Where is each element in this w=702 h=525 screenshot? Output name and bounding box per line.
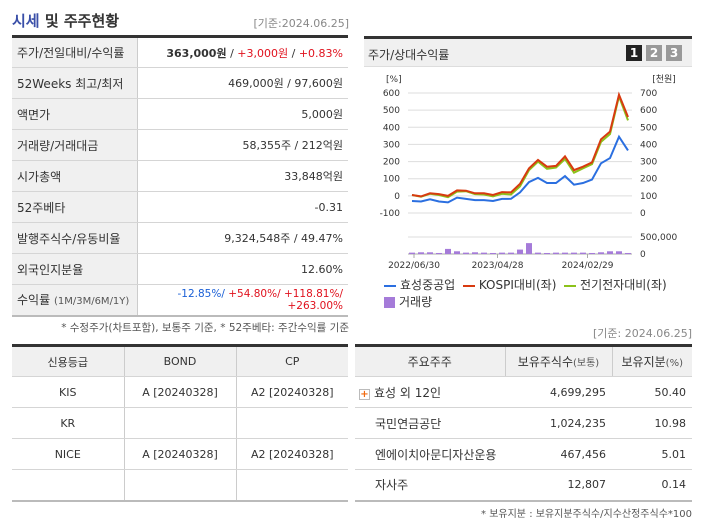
volume-bar [463,252,469,254]
left-tick-label: 300 [383,140,400,150]
page-title: 시세 및 주주현황 [12,12,120,30]
table-row: 엔에이치아문디자산운용 467,456 5.01 [355,438,692,470]
holders-footnote: * 보유지분 : 보유지분주식수/지수산정주식수*100 [481,509,692,520]
major-shareholders-table: 주요주주 보유주식수(보통) 보유지분(%) + 효성 외 12인 4,699,295 5… [355,344,692,502]
table-row: + 효성 외 12인 4,699,295 50.40 [355,376,692,408]
chart-tab-2[interactable]: 2 [646,45,662,61]
right-tick-label: 400 [640,140,657,150]
volume-bar [616,251,622,254]
x-tick-label: 2022/06/30 [388,261,440,271]
chart-tab-1[interactable]: 1 [626,45,642,61]
volume-bar [625,252,631,254]
left-tick-label: 0 [394,192,400,202]
left-tick-label: 500 [383,106,400,116]
volume-bar [571,252,577,254]
price-chart: [%] [천원] 600 700 500 600 400 500 300 400 200 300 100… [380,74,678,271]
left-tick-label: -100 [380,209,401,219]
volume-bar [454,251,460,254]
left-unit-label: [%] [386,75,402,85]
right-tick-label: 100 [640,192,657,202]
legend-item: 전기전자대비(좌) [564,278,667,292]
holders-basis-date: [기준: 2024.06.25] [592,327,692,340]
right-tick-label: 200 [640,175,657,185]
volume-bar [418,252,424,254]
table-row: 시가총액 33,848억원 [12,160,348,192]
volume-bar [508,252,514,254]
table-row: 국민연금공단 1,024,235 10.98 [355,407,692,439]
volume-bar [589,252,595,254]
volume-bar [562,252,568,254]
left-tick-label: 200 [383,158,400,168]
left-tick-label: 100 [383,175,400,185]
volume-bar [472,252,478,254]
legend-item: 거래량 [384,295,432,309]
right-unit-label: [천원] [652,74,676,85]
credit-rating-table: 신용등급 BOND CP KIS A [20240328] A2 [20240328] … [12,344,348,502]
table-row: 액면가 5,000원 [12,98,348,130]
expand-icon[interactable]: + [359,388,370,400]
legend-item: KOSPI대비(좌) [462,278,556,292]
x-tick-label: 2024/02/29 [562,261,614,271]
volume-bar [517,249,523,254]
table-row [12,469,348,502]
x-tick-label: 2023/04/28 [472,261,524,271]
right-tick-label: 600 [640,106,657,116]
table-row: 발행주식수/유동비율 9,324,548주 / 49.47% [12,222,348,254]
table-row: NICE A [20240328] A2 [20240328] [12,438,348,470]
series-line-2 [411,92,629,199]
volume-bar [553,252,559,254]
chart-legend: 효성중공업 KOSPI대비(좌) 전기전자대비(좌) 거래량 [384,276,694,310]
holder-link[interactable]: 효성 외 12인 [374,385,442,400]
right-tick-label: 700 [640,89,657,99]
volume-bar [607,251,613,254]
series-line-0 [411,134,629,204]
volume-bar [580,252,586,254]
price-summary-table: 주가/전일대비/수익률 363,000원 / +3,000원 / +0.83% 5… [12,35,348,317]
table-row: 52Weeks 최고/최저 469,000원 / 97,600원 [12,67,348,99]
left-tick-label: 400 [383,123,400,133]
volume-bar [598,252,604,254]
volume-tick-label: 500,000 [640,233,677,243]
table-row: 자사주 12,807 0.14 [355,469,692,502]
table-row: 외국인지분율 12.60% [12,253,348,285]
volume-bar [499,252,505,254]
right-tick-label: 300 [640,158,657,168]
chart-tab-3[interactable]: 3 [666,45,682,61]
table-row: 수익률 (1M/3M/6M/1Y) -12.85%/ +54.80%/ +118.… [12,284,348,316]
left-tick-label: 600 [383,89,400,99]
table-row: KIS A [20240328] A2 [20240328] [12,376,348,408]
table-row: 주가/전일대비/수익률 363,000원 / +3,000원 / +0.83% [12,36,348,68]
basis-date: [기준:2024.06.25] [253,17,349,30]
volume-bar [481,252,487,254]
volume-bar [490,252,496,254]
volume-bar [427,252,433,254]
volume-bar [436,252,442,254]
volume-tick-label: 0 [640,250,646,260]
volume-bar [409,252,415,254]
table-row: 거래량/거래대금 58,355주 / 212억원 [12,129,348,161]
legend-item: 효성중공업 [384,278,455,292]
volume-bar [526,243,532,254]
volume-bar [445,248,451,254]
table-row: 52주베타 -0.31 [12,191,348,223]
right-tick-label: 0 [640,209,646,219]
volume-bar [544,252,550,254]
series-line-1 [411,91,629,198]
right-tick-label: 500 [640,123,657,133]
table-row: KR [12,407,348,439]
summary-footnote: * 수정주가(차트포함), 보통주 기준, * 52주베타: 주간수익률 기준 [61,322,349,334]
volume-bar [535,252,541,254]
